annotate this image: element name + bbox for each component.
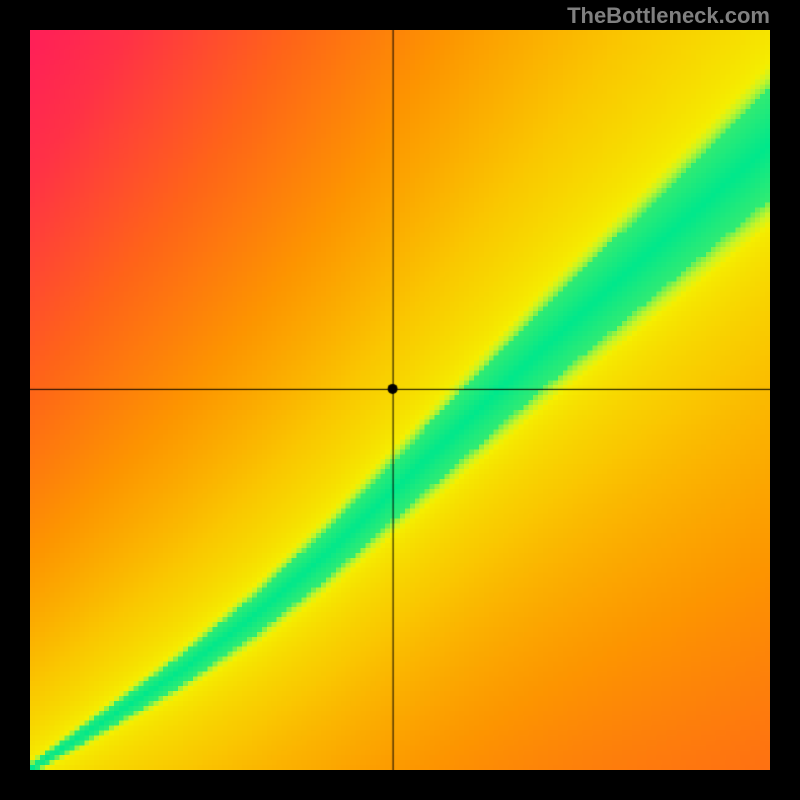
chart-container: TheBottleneck.com: [0, 0, 800, 800]
crosshair-overlay: [30, 30, 770, 770]
watermark-text: TheBottleneck.com: [567, 3, 770, 29]
